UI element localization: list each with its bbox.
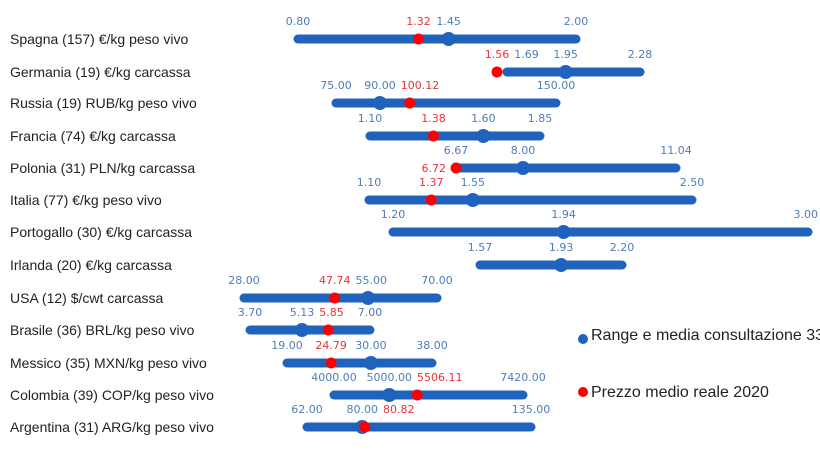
- max-label: 2.50: [680, 176, 705, 189]
- mean-label: 1.60: [471, 112, 496, 125]
- mean-marker: [382, 388, 397, 402]
- min-label: 1.10: [357, 176, 382, 189]
- category-label: Argentina (31) ARG/kg peso vivo: [10, 419, 214, 435]
- price-marker: [427, 130, 439, 142]
- mean-label: 8.00: [511, 144, 536, 157]
- mean-label: 1.94: [551, 208, 576, 221]
- mean-label: 5000.00: [367, 371, 413, 384]
- min-label: 4000.00: [311, 371, 357, 384]
- price-label: 80.82: [383, 403, 415, 416]
- min-label: 6.67: [444, 144, 469, 157]
- price-label: 5506.11: [417, 371, 463, 384]
- price-label: 100.12: [401, 79, 440, 92]
- mean-label: 55.00: [355, 274, 387, 287]
- price-label: 6.72: [422, 162, 447, 175]
- category-label: Portogallo (30) €/kg carcassa: [10, 224, 192, 240]
- category-label: Germania (19) €/kg carcassa: [10, 64, 191, 80]
- max-label: 2.28: [628, 48, 653, 61]
- mean-marker: [476, 129, 491, 143]
- price-label: 1.32: [406, 15, 431, 28]
- max-label: 150.00: [537, 79, 576, 92]
- price-label: 1.56: [485, 48, 510, 61]
- price-marker: [411, 389, 423, 401]
- price-marker: [329, 292, 341, 304]
- price-label: 1.38: [421, 112, 446, 125]
- min-label: 1.57: [468, 241, 493, 254]
- price-marker: [425, 194, 437, 206]
- mean-marker: [465, 193, 480, 207]
- category-label: Italia (77) €/kg peso vivo: [10, 192, 162, 208]
- category-label: Spagna (157) €/kg peso vivo: [10, 31, 188, 47]
- price-label: 47.74: [319, 274, 351, 287]
- min-label: 19.00: [271, 339, 303, 352]
- min-label: 0.80: [286, 15, 311, 28]
- legend-price-label: Prezzo medio reale 2020: [591, 384, 769, 401]
- min-label: 1.69: [514, 48, 539, 61]
- min-label: 3.70: [238, 306, 263, 319]
- max-label: 70.00: [421, 274, 453, 287]
- legend-range-label: Range e media consultazione 33: [591, 327, 820, 344]
- legend-price-marker: [578, 387, 588, 397]
- max-label: 11.04: [660, 144, 692, 157]
- mean-marker: [295, 323, 309, 337]
- price-marker: [491, 66, 503, 78]
- min-label: 28.00: [228, 274, 260, 287]
- mean-label: 1.55: [461, 176, 486, 189]
- category-label: Irlanda (20) €/kg carcassa: [10, 257, 172, 273]
- max-label: 1.85: [528, 112, 553, 125]
- mean-marker: [441, 32, 456, 46]
- min-label: 1.20: [381, 208, 406, 221]
- mean-label: 1.95: [553, 48, 578, 61]
- mean-label: 1.93: [549, 241, 574, 254]
- mean-marker: [558, 65, 573, 79]
- min-label: 75.00: [320, 79, 352, 92]
- legend: Range e media consultazione 33 Prezzo me…: [578, 327, 820, 401]
- price-label: 5.85: [319, 306, 344, 319]
- category-label: Messico (35) MXN/kg peso vivo: [10, 355, 207, 371]
- price-marker: [322, 324, 334, 336]
- category-label: Polonia (31) PLN/kg carcassa: [10, 160, 195, 176]
- max-label: 7.00: [358, 306, 383, 319]
- mean-label: 90.00: [364, 79, 396, 92]
- category-label: Francia (74) €/kg carcassa: [10, 128, 176, 144]
- mean-marker: [556, 225, 571, 239]
- mean-label: 5.13: [290, 306, 315, 319]
- legend-range-marker: [578, 334, 588, 344]
- price-label: 24.79: [315, 339, 347, 352]
- price-marker: [325, 357, 337, 369]
- max-label: 3.00: [794, 208, 819, 221]
- max-label: 135.00: [512, 403, 551, 416]
- mean-marker: [363, 356, 378, 370]
- mean-marker: [515, 161, 530, 175]
- mean-marker: [554, 258, 569, 272]
- price-label: 1.37: [419, 176, 444, 189]
- mean-marker: [373, 96, 387, 110]
- category-label: Colombia (39) COP/kg peso vivo: [10, 387, 214, 403]
- min-label: 1.10: [358, 112, 383, 125]
- max-label: 2.00: [564, 15, 589, 28]
- mean-label: 1.45: [436, 15, 461, 28]
- mean-marker: [361, 291, 376, 305]
- category-label: Russia (19) RUB/kg peso vivo: [10, 95, 197, 111]
- category-label: USA (12) $/cwt carcassa: [10, 290, 163, 306]
- price-marker: [404, 97, 416, 109]
- price-marker: [450, 162, 462, 174]
- mean-label: 30.00: [355, 339, 387, 352]
- category-label: Brasile (36) BRL/kg peso vivo: [10, 322, 195, 338]
- min-label: 62.00: [291, 403, 323, 416]
- price-marker: [359, 421, 371, 433]
- mean-label: 80.00: [346, 403, 378, 416]
- max-label: 2.20: [610, 241, 635, 254]
- max-label: 38.00: [416, 339, 448, 352]
- price-marker: [412, 33, 424, 45]
- max-label: 7420.00: [500, 371, 546, 384]
